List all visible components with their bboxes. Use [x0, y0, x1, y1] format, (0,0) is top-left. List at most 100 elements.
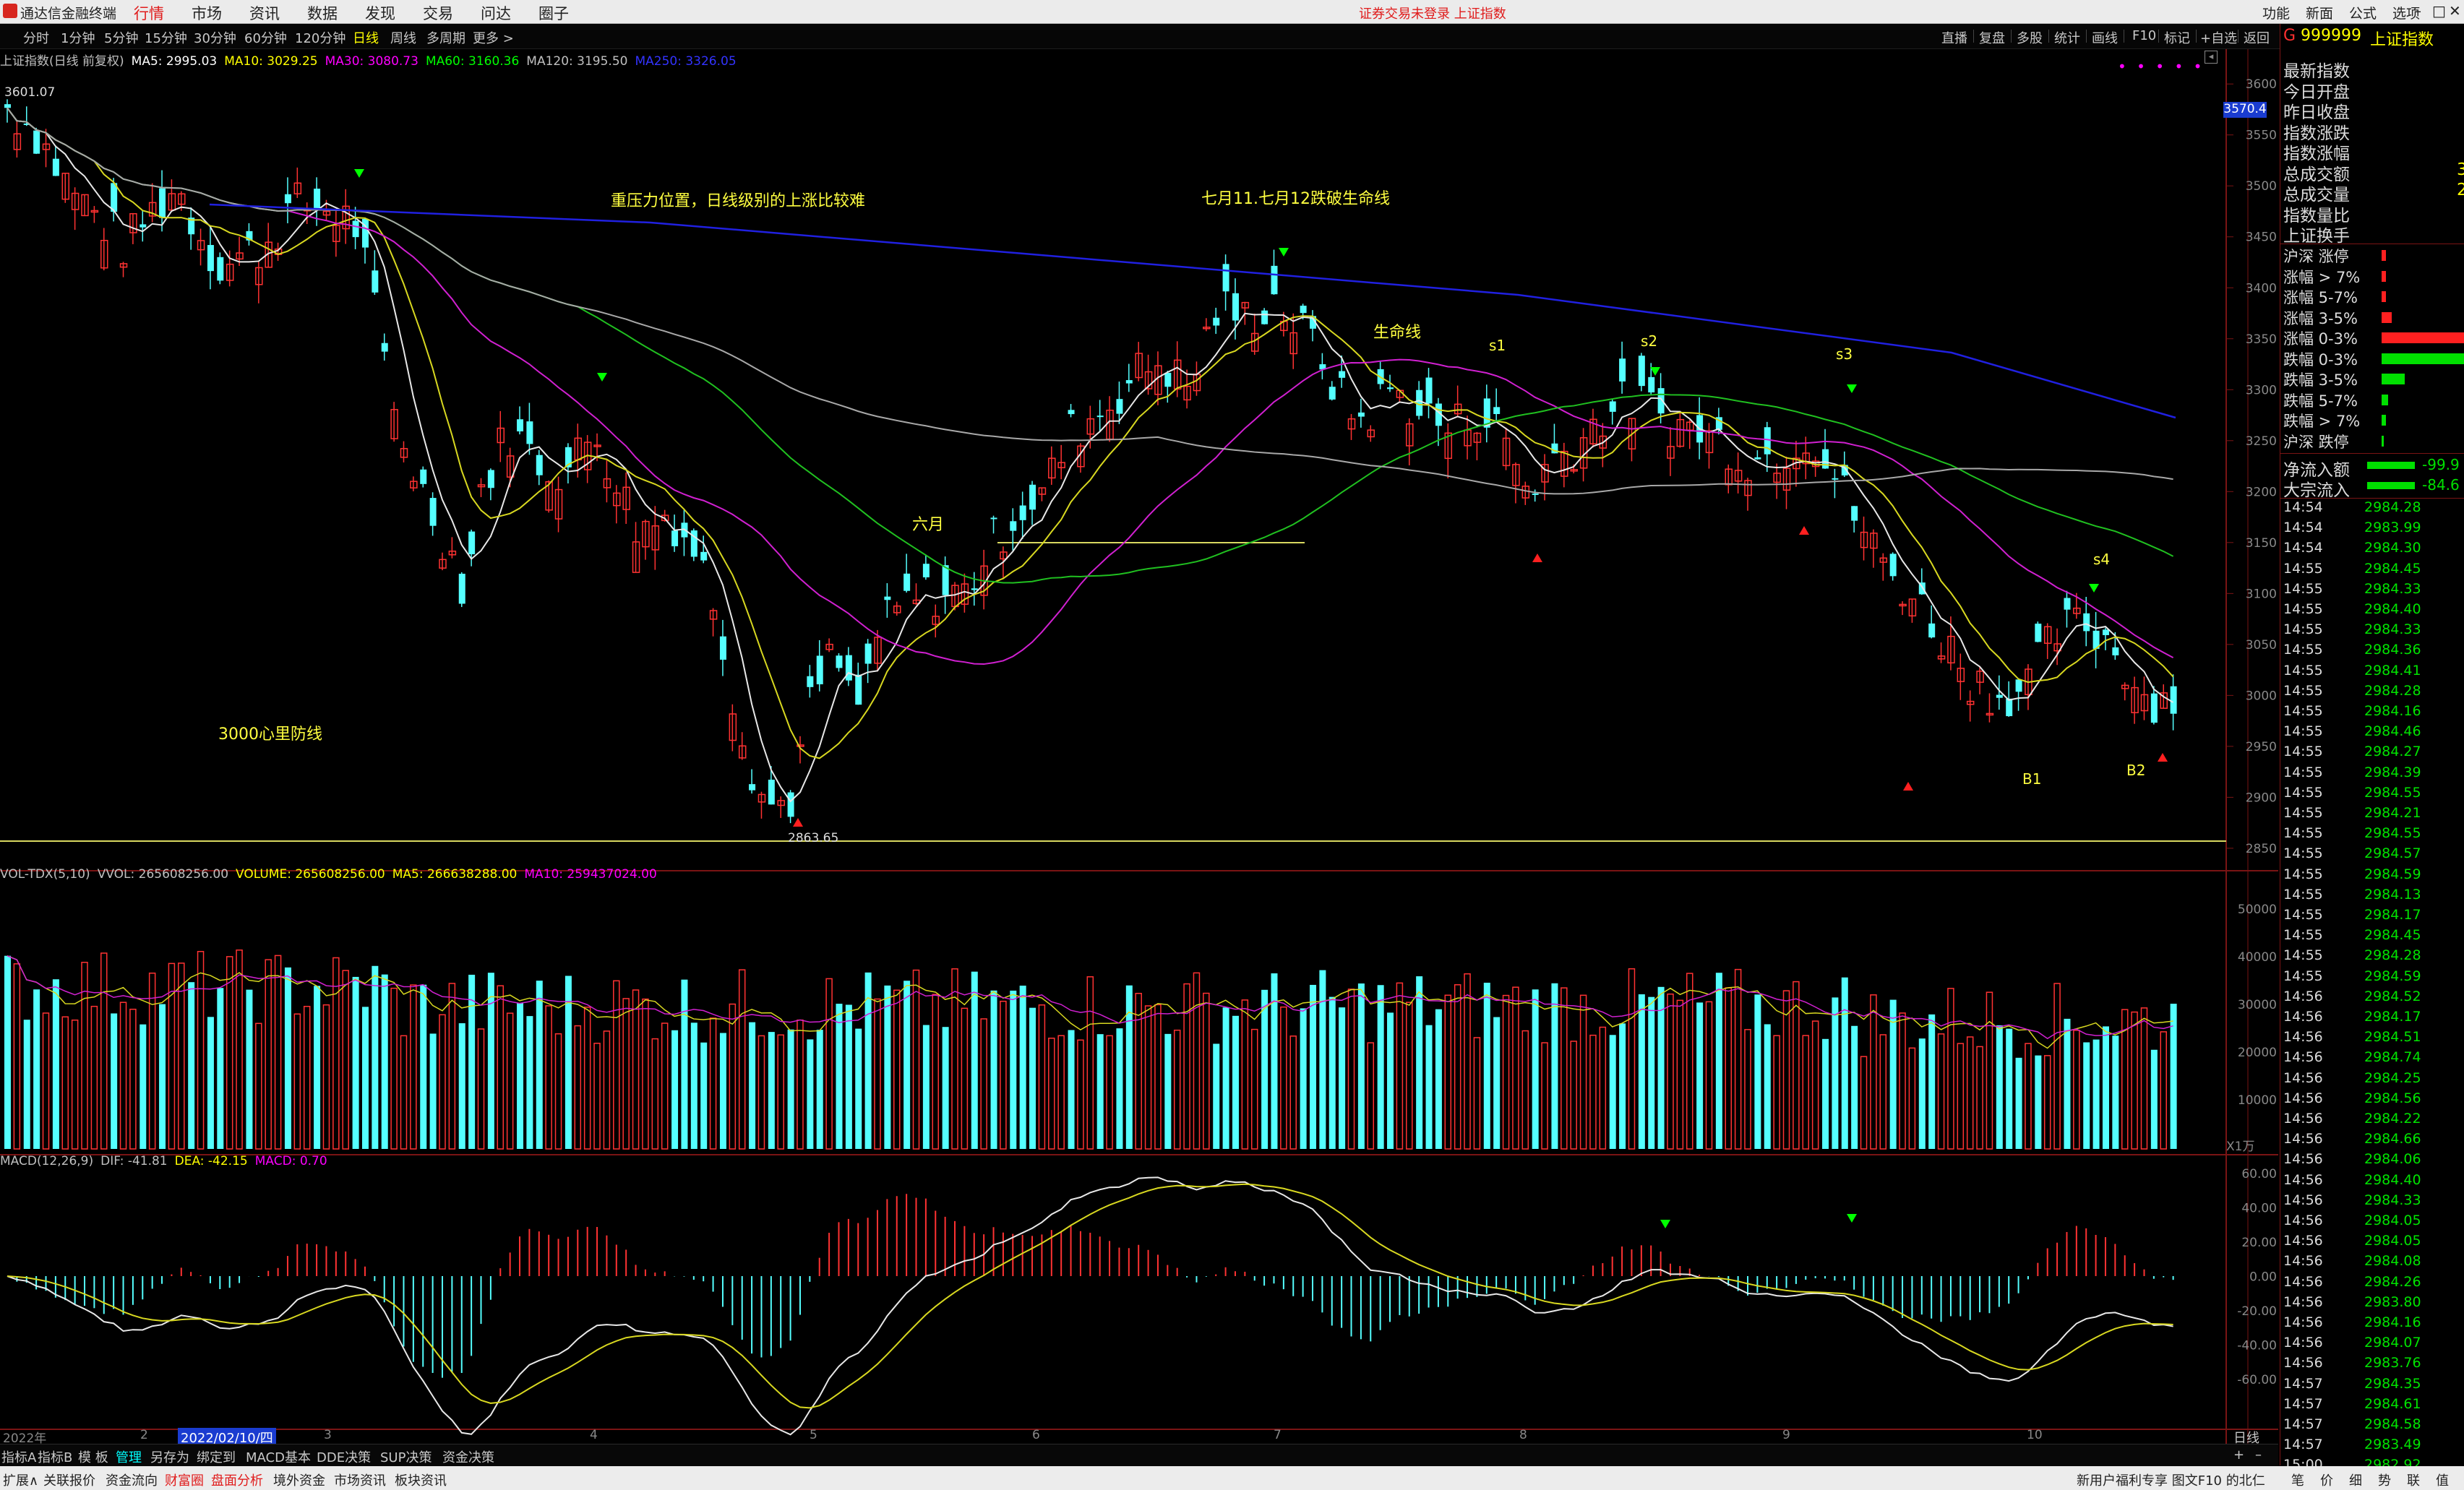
promo-note[interactable]: 新用户福利专享 图文F10 的北仁	[2077, 1473, 2265, 1489]
period-15min[interactable]: 15分钟	[145, 31, 187, 46]
kline-chart-area[interactable]: 3600 3550 3500 3450 3400 3350 3300 3250 3200 3150…	[0, 49, 2278, 1444]
period-more[interactable]: 更多 >	[473, 31, 514, 46]
period-30min[interactable]: 30分钟	[194, 31, 236, 46]
tick-row: 14:55 2984.28	[2280, 683, 2462, 703]
menu-shuju[interactable]: 数据	[307, 5, 338, 22]
tick-row: 14:55 2984.59	[2280, 968, 2462, 989]
menu-shichang[interactable]: 市场	[192, 5, 222, 22]
menu-faxian[interactable]: 发现	[365, 5, 395, 22]
btn-duogu[interactable]: 多股	[2017, 31, 2043, 46]
btn-sector-news[interactable]: 板块资讯	[395, 1473, 447, 1489]
volume-indicator-name[interactable]: VOL-TDX(5,10)	[0, 867, 90, 882]
btn-huaxian[interactable]: 画线	[2092, 31, 2118, 46]
volume-bar-down	[52, 979, 59, 1149]
candle-down	[468, 531, 476, 555]
ma-value-4: MA120: 3195.50	[526, 54, 628, 69]
volume-bar-up	[1203, 992, 1210, 1150]
candle-up	[322, 210, 331, 216]
volume-bar-down	[1300, 1008, 1307, 1149]
menu-quanzi[interactable]: 圈子	[538, 5, 569, 22]
more-dots-icon[interactable]: • • • • •	[2118, 58, 2205, 75]
menu-wenda[interactable]: 问达	[481, 5, 511, 22]
tab-indicator-b[interactable]: 指标B	[38, 1450, 73, 1465]
candle-up	[293, 182, 302, 194]
candle-up	[1347, 418, 1356, 430]
period-fenshi[interactable]: 分时	[23, 31, 49, 46]
btn-fupan[interactable]: 复盘	[1979, 31, 2005, 46]
btn-related-quote[interactable]: 关联报价	[43, 1473, 95, 1489]
volume-bar-down	[33, 989, 40, 1149]
volume-bar-down	[864, 972, 872, 1149]
collapse-icon[interactable]: ◂	[2205, 51, 2218, 64]
x-axis-label-7: 8	[1519, 1428, 1527, 1442]
candle-down	[1918, 582, 1926, 595]
btn-expand[interactable]: 扩展∧	[3, 1473, 39, 1489]
btn-market-analysis[interactable]: 盘面分析	[211, 1473, 263, 1489]
volume-bar-up	[545, 1005, 552, 1150]
macd-indicator-name[interactable]: MACD(12,26,9)	[0, 1154, 94, 1168]
candle-up	[1976, 671, 1984, 683]
candle-up	[777, 800, 785, 806]
btn-back[interactable]: 返回	[2244, 31, 2270, 46]
btn-xi[interactable]: 细	[2349, 1473, 2362, 1489]
period-5min[interactable]: 5分钟	[104, 31, 139, 46]
menu-xinmian[interactable]: 新面	[2306, 6, 2334, 22]
btn-biaoji[interactable]: 标记	[2164, 31, 2190, 46]
tab-template[interactable]: 模 板	[78, 1450, 108, 1465]
btn-add-favorite[interactable]: +自选	[2200, 31, 2238, 46]
tick-price: 2984.25	[2364, 1069, 2421, 1086]
tab-macd-basic[interactable]: MACD基本	[246, 1450, 311, 1465]
menu-gongneng[interactable]: 功能	[2262, 6, 2291, 22]
candle-up	[1473, 432, 1482, 443]
tab-indicator-a[interactable]: 指标A	[1, 1450, 37, 1465]
btn-bi[interactable]: 笔	[2291, 1473, 2304, 1489]
period-120min[interactable]: 120分钟	[295, 31, 346, 46]
tick-row: 14:55 2984.40	[2280, 601, 2462, 621]
candle-down	[816, 655, 823, 684]
candle-up	[148, 202, 157, 217]
btn-foreign-fund[interactable]: 境外资金	[273, 1473, 325, 1489]
tab-save-as[interactable]: 另存为	[150, 1450, 189, 1465]
volume-bar-down	[565, 976, 572, 1149]
tick-price: 2984.05	[2364, 1233, 2421, 1249]
tab-fund-decision[interactable]: 资金决策	[442, 1450, 494, 1465]
btn-shi[interactable]: 势	[2378, 1473, 2391, 1489]
vol-tick-label: 20000	[2238, 1046, 2277, 1060]
btn-wealth-circle[interactable]: 财富圈	[165, 1473, 204, 1489]
btn-market-news[interactable]: 市场资讯	[334, 1473, 386, 1489]
btn-tongji[interactable]: 统计	[2054, 31, 2080, 46]
menu-hangqing[interactable]: 行情	[134, 5, 164, 22]
scroll-left-icon[interactable]: +	[2233, 1447, 2245, 1463]
period-multi[interactable]: 多周期	[426, 31, 465, 46]
volume-bar-down	[1319, 970, 1326, 1149]
menu-jiaoyi[interactable]: 交易	[423, 5, 453, 22]
x-axis-label-0: 2022年	[3, 1431, 47, 1446]
btn-jia[interactable]: 价	[2320, 1473, 2333, 1489]
btn-zhi[interactable]: 值	[2436, 1473, 2449, 1489]
volume-bar-down	[1310, 984, 1316, 1149]
menu-xuanxiang[interactable]: 选项	[2392, 6, 2421, 22]
period-1min[interactable]: 1分钟	[61, 31, 95, 46]
volume-unit-label: X1万	[2226, 1140, 2255, 1154]
volume-bar-up	[400, 1035, 408, 1150]
tab-sup[interactable]: SUP决策	[380, 1450, 432, 1465]
maximize-icon[interactable]: □	[2432, 2, 2446, 20]
menu-gongshi[interactable]: 公式	[2349, 6, 2377, 22]
period-60min[interactable]: 60分钟	[244, 31, 287, 46]
btn-fund-flow[interactable]: 资金流向	[106, 1473, 158, 1489]
login-notice[interactable]: 证券交易未登录 上证指数	[1359, 7, 1506, 22]
btn-f10[interactable]: F10	[2132, 28, 2157, 43]
period-weekly[interactable]: 周线	[390, 31, 416, 46]
tab-manage[interactable]: 管理	[116, 1450, 142, 1465]
minimize-icon[interactable]: –	[2414, 2, 2421, 20]
tick-price: 2984.33	[2364, 580, 2421, 597]
volume-bar-up	[632, 989, 640, 1150]
menu-zixun[interactable]: 资讯	[249, 5, 280, 22]
close-icon[interactable]: ✕	[2449, 2, 2461, 20]
btn-zhibo[interactable]: 直播	[1941, 31, 1967, 46]
tab-bind-to[interactable]: 绑定到	[197, 1450, 236, 1465]
scroll-right-icon[interactable]: –	[2255, 1447, 2262, 1463]
btn-lian[interactable]: 联	[2407, 1473, 2420, 1489]
tab-dde[interactable]: DDE决策	[317, 1450, 372, 1465]
period-daily[interactable]: 日线	[353, 31, 379, 46]
